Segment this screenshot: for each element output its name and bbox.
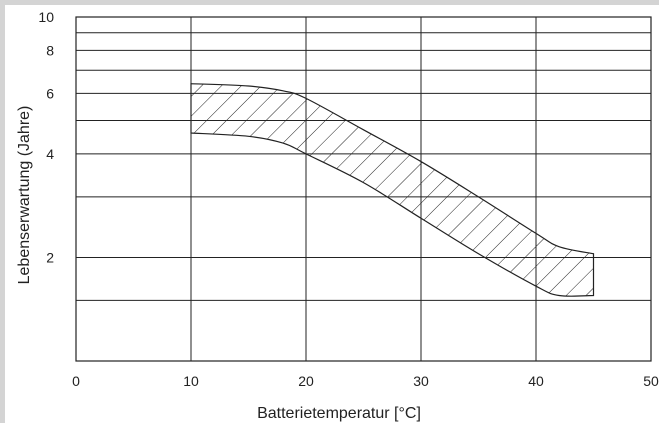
y-tick-label: 8 <box>46 42 54 58</box>
x-tick-label: 10 <box>183 373 199 389</box>
x-tick-label: 40 <box>528 373 544 389</box>
y-tick-label: 2 <box>46 249 54 265</box>
y-axis-title: Lebenserwartung (Jahre) <box>16 106 33 285</box>
tick-labels: 0 10 20 30 40 50 2 4 6 8 10 <box>38 9 659 389</box>
y-tick-label: 6 <box>46 85 54 101</box>
life-expectancy-band <box>190 83 595 297</box>
x-tick-label: 20 <box>298 373 314 389</box>
y-tick-label: 4 <box>46 146 54 162</box>
y-tick-label: 10 <box>38 9 54 25</box>
life-expectancy-chart: 0 10 20 30 40 50 2 4 6 8 10 Batterietemperatur [°C… <box>16 9 659 422</box>
x-tick-label: 50 <box>643 373 659 389</box>
chart-frame: 0 10 20 30 40 50 2 4 6 8 10 Batterietemperatur [°C… <box>5 5 659 423</box>
x-tick-label: 0 <box>72 373 80 389</box>
grid <box>75 16 652 362</box>
x-axis-title: Batterietemperatur [°C] <box>257 405 421 422</box>
plot-border <box>75 16 652 362</box>
x-tick-label: 30 <box>413 373 429 389</box>
